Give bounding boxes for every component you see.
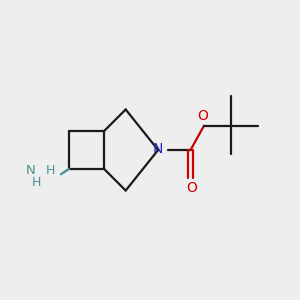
Text: N: N [153,142,163,156]
Text: O: O [197,109,208,123]
Text: H: H [46,164,55,177]
Text: O: O [186,181,197,195]
Text: N: N [26,164,35,177]
Text: H: H [32,176,41,189]
